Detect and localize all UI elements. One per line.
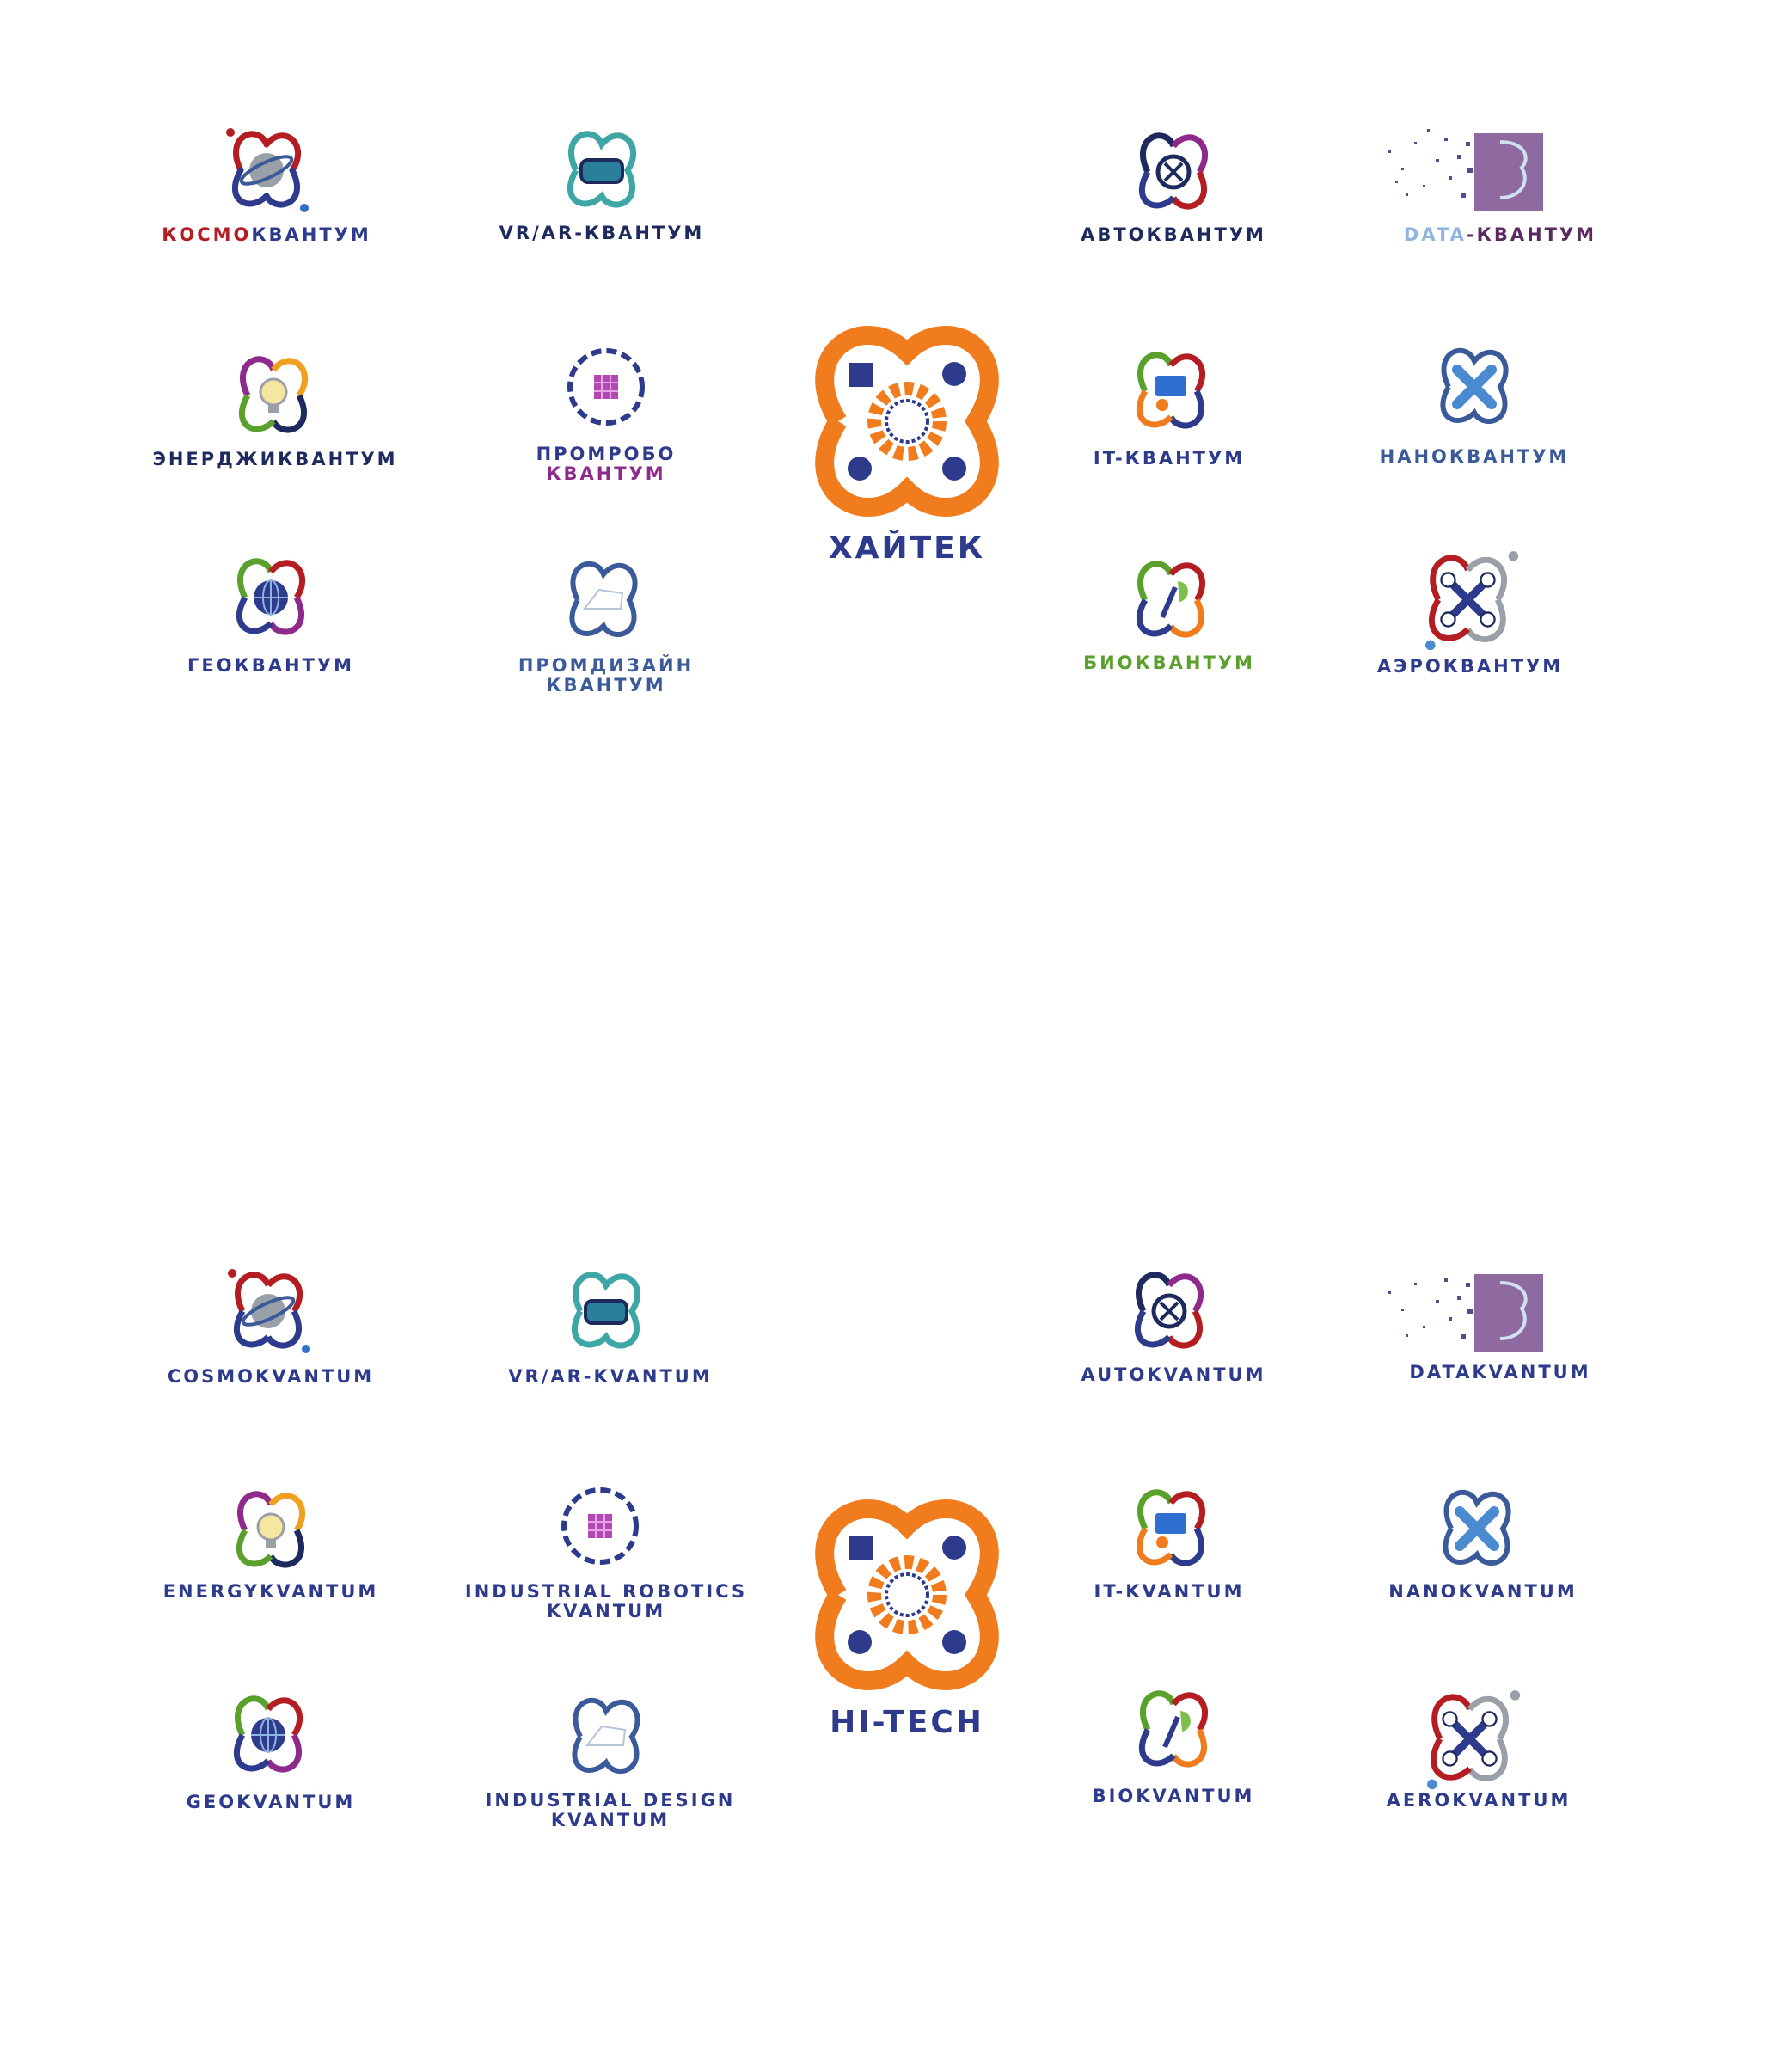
nanokvantum-en-label: NANOKVANTUM xyxy=(1388,1581,1578,1602)
geokvantum-label: ГЕОКВАНТУМ xyxy=(187,655,354,676)
promrobo-line2-text: КВАНТУМ xyxy=(546,463,666,485)
aerokvantum-en-logo-icon xyxy=(1420,1689,1521,1790)
biokvantum-logo-icon xyxy=(1128,557,1214,643)
autokvantum-logo-icon xyxy=(1130,129,1216,215)
promdesign-line1-text: ПРОМДИЗАЙН xyxy=(518,655,695,676)
aerokvantum-label: АЭРОКВАНТУМ xyxy=(1376,656,1564,677)
geokvantum-en-logo-icon xyxy=(225,1692,311,1778)
promrobo-kvantum-logo-icon xyxy=(563,344,649,430)
industrial-robotics-logo-icon xyxy=(557,1483,643,1569)
biokvantum-label: БИОКВАНТУМ xyxy=(1083,653,1255,673)
kosmo-part1-text: КОСМО xyxy=(162,224,252,245)
biokvantum-en-label: BIOKVANTUM xyxy=(1092,1786,1255,1806)
autokvantum-label: АВТОКВАНТУМ xyxy=(1081,224,1266,245)
datakvantum-en-logo-icon xyxy=(1371,1257,1543,1352)
robotics-line1-text: INDUSTRIAL ROBOTICS xyxy=(464,1581,748,1602)
data-part2-text: -КВАНТУМ xyxy=(1466,224,1597,245)
it-kvantum-logo-icon xyxy=(1128,348,1214,434)
vrar-kvantum-label: VR/AR-КВАНТУМ xyxy=(499,223,705,243)
data-part1-text: DATA xyxy=(1403,224,1467,245)
promdesign-kvantum-label: ПРОМДИЗАЙН КВАНТУМ xyxy=(469,655,744,696)
robotics-line2-text: KVANTUM xyxy=(546,1601,666,1622)
energykvantum-en-label: ENERGYKVANTUM xyxy=(162,1581,379,1602)
datakvantum-logo-icon xyxy=(1371,116,1543,211)
vrar-kvantum-logo-icon xyxy=(559,127,645,213)
it-kvantum-en-label: IT-KVANTUM xyxy=(1094,1581,1245,1602)
kosmo-part2-text: КВАНТУМ xyxy=(251,224,371,245)
energykvantum-logo-icon xyxy=(230,352,316,438)
industrial-design-logo-icon xyxy=(563,1694,649,1780)
aerokvantum-en-label: AEROKVANTUM xyxy=(1386,1790,1572,1811)
datakvantum-en-label: DATAKVANTUM xyxy=(1409,1362,1591,1382)
cosmokvantum-logo-icon xyxy=(225,1268,311,1354)
it-kvantum-en-logo-icon xyxy=(1128,1486,1214,1572)
datakvantum-label: DATA-КВАНТУМ xyxy=(1367,224,1633,245)
energykvantum-en-logo-icon xyxy=(228,1487,314,1573)
design-line2-text: KVANTUM xyxy=(550,1810,671,1831)
promdesign-line2-text: КВАНТУМ xyxy=(546,675,666,696)
kosmokvantum-label: КОСМОКВАНТУМ xyxy=(138,224,395,245)
hitech-hub-en-logo-icon xyxy=(804,1492,1010,1698)
design-line1-text: INDUSTRIAL DESIGN xyxy=(485,1790,736,1811)
hitech-hub-logo-icon xyxy=(804,318,1010,524)
industrial-robotics-label: INDUSTRIAL ROBOTICS KVANTUM xyxy=(434,1581,778,1622)
promdesign-kvantum-logo-icon xyxy=(561,557,646,643)
aerokvantum-logo-icon xyxy=(1418,550,1519,651)
hub-title-en: HI-TECH xyxy=(830,1705,984,1740)
kosmokvantum-logo-icon xyxy=(224,127,309,213)
nanokvantum-en-logo-icon xyxy=(1434,1486,1520,1572)
cosmokvantum-label: COSMOKVANTUM xyxy=(167,1366,375,1387)
biokvantum-en-logo-icon xyxy=(1130,1687,1216,1773)
autokvantum-en-logo-icon xyxy=(1126,1268,1212,1354)
energykvantum-label: ЭНЕРДЖИКВАНТУМ xyxy=(152,449,398,469)
nanokvantum-logo-icon xyxy=(1431,344,1517,430)
autokvantum-en-label: AUTOKVANTUM xyxy=(1081,1364,1266,1385)
hub-title-ru: ХАЙТЕК xyxy=(828,530,986,566)
geokvantum-en-label: GEOKVANTUM xyxy=(186,1792,356,1812)
vrar-kvantum-en-label: VR/AR-KVANTUM xyxy=(508,1366,713,1387)
geokvantum-logo-icon xyxy=(228,555,314,641)
vrar-kvantum-en-logo-icon xyxy=(563,1268,649,1354)
industrial-design-label: INDUSTRIAL DESIGN KVANTUM xyxy=(447,1790,774,1831)
promrobo-line1-text: ПРОМРОБО xyxy=(536,444,677,464)
nanokvantum-label: НАНОКВАНТУМ xyxy=(1379,446,1570,467)
promrobo-kvantum-label: ПРОМРОБО КВАНТУМ xyxy=(469,444,744,484)
it-kvantum-label: IT-КВАНТУМ xyxy=(1093,448,1246,469)
